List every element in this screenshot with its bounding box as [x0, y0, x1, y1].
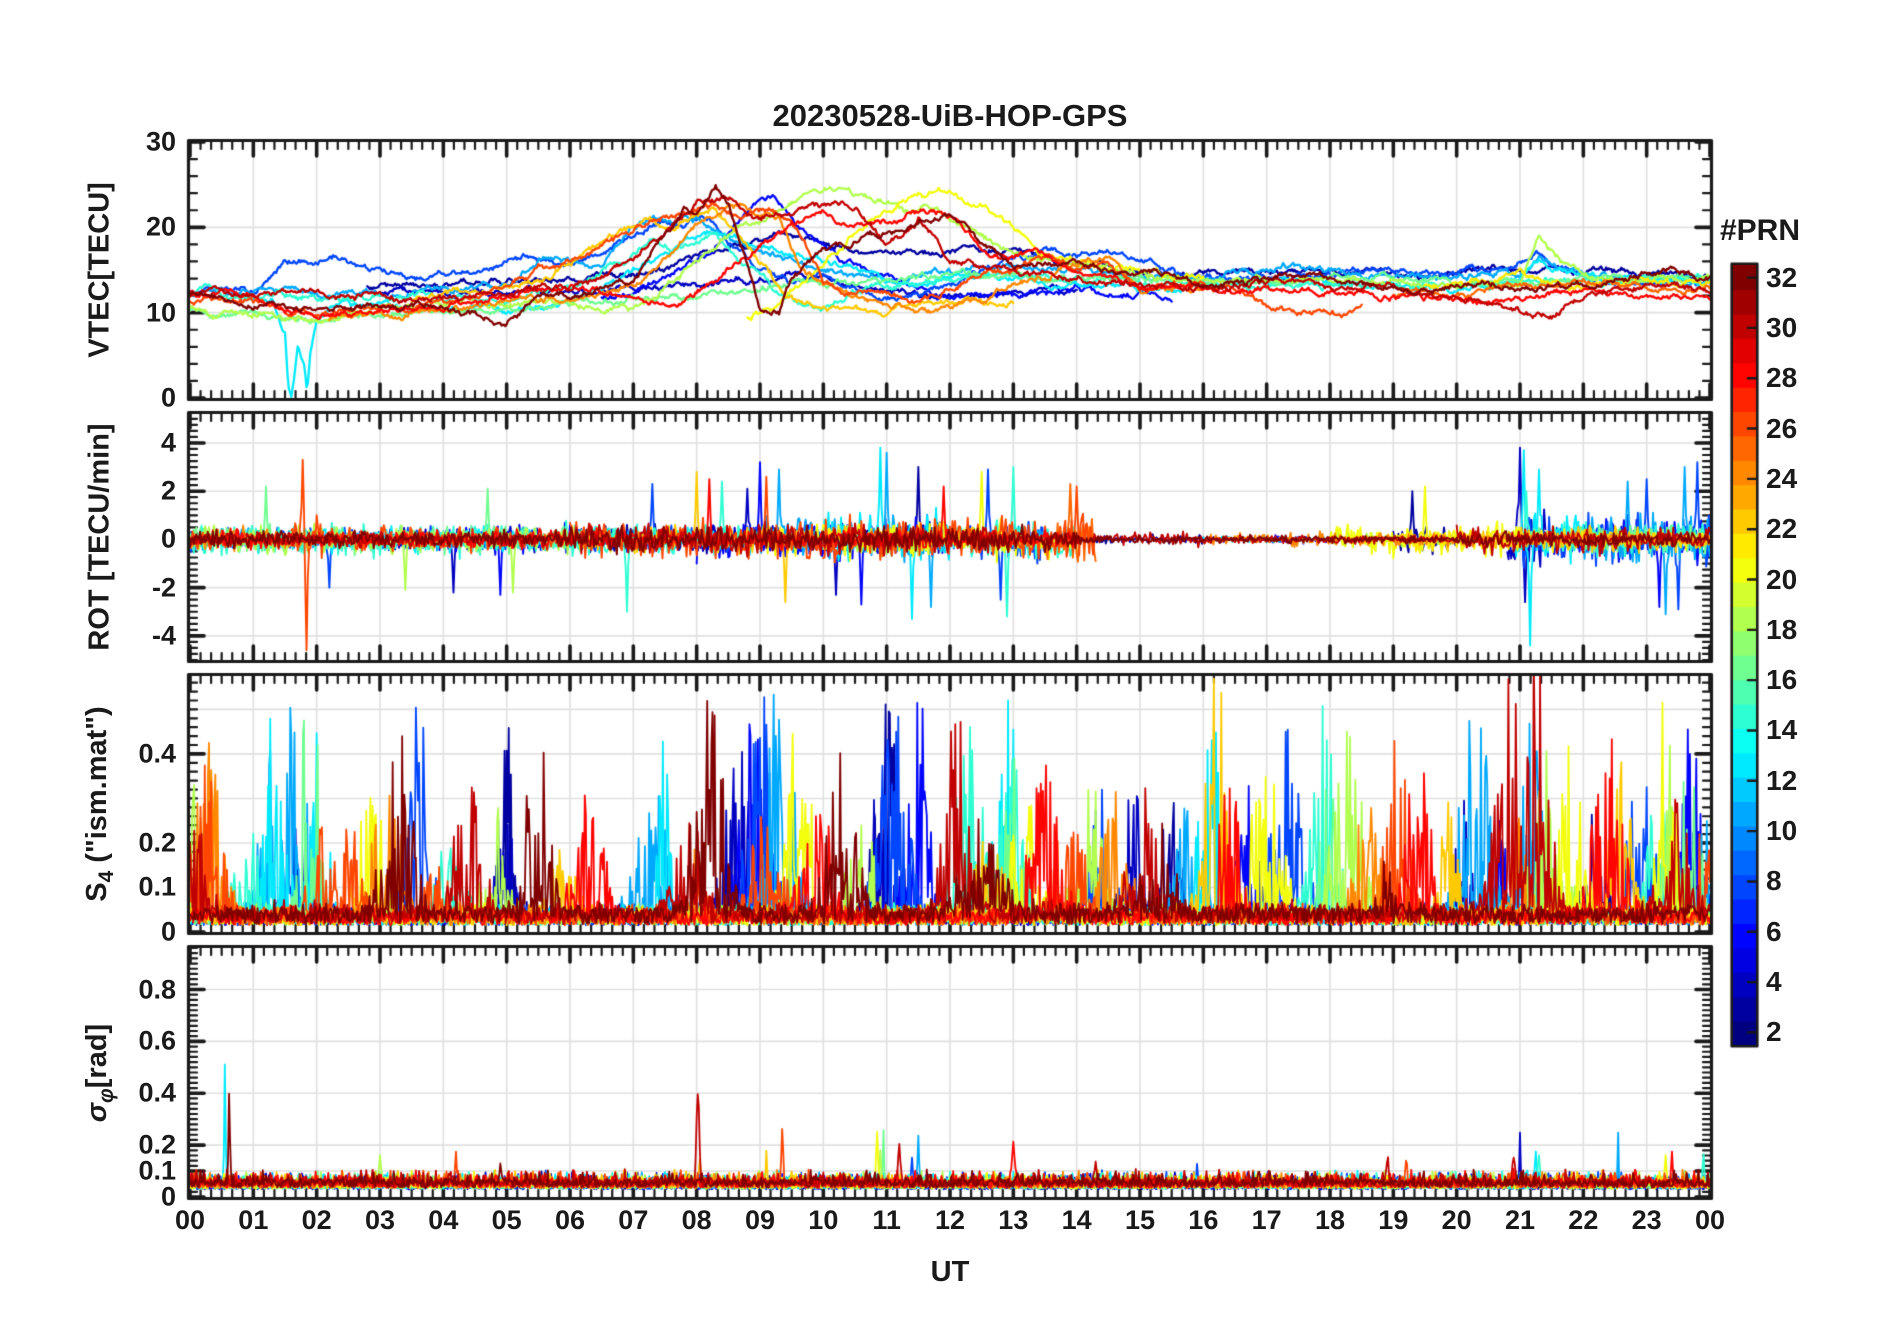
y-tick-label-sigma-phi: 0.4 [138, 1077, 176, 1108]
y-tick-label-sigma-phi: 0.1 [138, 1155, 176, 1186]
colorbar-tick-label: 14 [1766, 714, 1798, 746]
x-tick-label: 05 [491, 1205, 522, 1235]
colorbar-title: #PRN [1719, 214, 1801, 247]
y-tick-label-rot: -2 [151, 572, 176, 603]
x-tick-label: 16 [1188, 1205, 1219, 1235]
y-tick-label-vtec: 10 [145, 297, 176, 328]
colorbar-tick-label: 12 [1766, 764, 1798, 796]
x-tick-label: 23 [1631, 1205, 1662, 1235]
y-axis-label-part: VTEC[TECU] [83, 182, 116, 358]
y-tick-label-rot: 4 [160, 427, 176, 458]
x-axis-label: UT [930, 1256, 970, 1288]
x-tick-label: 07 [618, 1205, 649, 1235]
y-tick-label-sigma-phi: 0.6 [138, 1025, 176, 1056]
x-tick-label: 06 [554, 1205, 586, 1235]
y-axis-label-vtec: VTEC[TECU] [84, 182, 117, 358]
x-tick-label: 18 [1314, 1205, 1346, 1235]
x-tick-label: 15 [1124, 1205, 1156, 1235]
x-tick-label: 01 [238, 1205, 269, 1235]
x-tick-label: 00 [174, 1205, 206, 1235]
y-tick-label-sigma-phi: 0.8 [138, 974, 176, 1004]
x-tick-label: 04 [428, 1205, 459, 1235]
x-tick-label: 03 [364, 1205, 396, 1235]
colorbar-tick-label: 6 [1766, 915, 1782, 947]
x-tick-label: 08 [681, 1205, 712, 1235]
y-tick-label-vtec: 0 [160, 382, 176, 413]
colorbar-tick-label: 28 [1766, 362, 1798, 394]
x-tick-label: 10 [808, 1205, 839, 1235]
y-tick-label-sigma-phi: 0.2 [138, 1129, 176, 1160]
x-tick-label: 21 [1504, 1205, 1536, 1235]
colorbar-tick-label: 30 [1766, 311, 1798, 343]
colorbar-tick-label: 18 [1766, 613, 1798, 645]
colorbar-tick-label: 4 [1766, 966, 1782, 998]
y-tick-label-rot: 2 [160, 475, 176, 506]
x-tick-label: 00 [1694, 1205, 1726, 1235]
x-tick-label: 17 [1251, 1205, 1282, 1235]
y-tick-label-rot: -4 [151, 620, 176, 651]
y-tick-label-vtec: 30 [145, 126, 176, 157]
y-tick-label-s4: 0.4 [138, 738, 176, 769]
y-tick-label-vtec: 20 [145, 211, 176, 242]
colorbar-tick-label: 32 [1766, 261, 1798, 293]
x-tick-label: 12 [934, 1205, 966, 1235]
y-tick-label-s4: 0 [160, 916, 176, 947]
x-tick-label: 14 [1061, 1205, 1092, 1235]
x-tick-label: 11 [872, 1205, 901, 1235]
x-tick-label: 02 [301, 1205, 332, 1235]
colorbar-tick-label: 2 [1766, 1016, 1782, 1048]
colorbar-tick-label: 20 [1766, 563, 1798, 595]
x-tick-label: 19 [1378, 1205, 1409, 1235]
colorbar-tick-label: 10 [1766, 815, 1798, 847]
x-tick-label: 22 [1568, 1205, 1599, 1235]
colorbar-tick-label: 8 [1766, 865, 1782, 897]
y-tick-label-s4: 0.1 [138, 871, 176, 902]
x-tick-label: 20 [1441, 1205, 1472, 1235]
colorbar-tick-label: 24 [1766, 462, 1798, 494]
y-tick-label-sigma-phi: 0 [160, 1181, 176, 1212]
y-tick-label-rot: 0 [160, 523, 176, 554]
y-tick-label-s4: 0.2 [138, 827, 176, 858]
colorbar-tick-label: 26 [1766, 412, 1798, 444]
x-tick-label: 09 [744, 1205, 776, 1235]
colorbar-tick-label: 22 [1766, 513, 1798, 545]
chart-title: 20230528-UiB-HOP-GPS [772, 98, 1128, 133]
x-tick-label: 13 [998, 1205, 1029, 1235]
colorbar-tick-label: 16 [1766, 664, 1798, 696]
